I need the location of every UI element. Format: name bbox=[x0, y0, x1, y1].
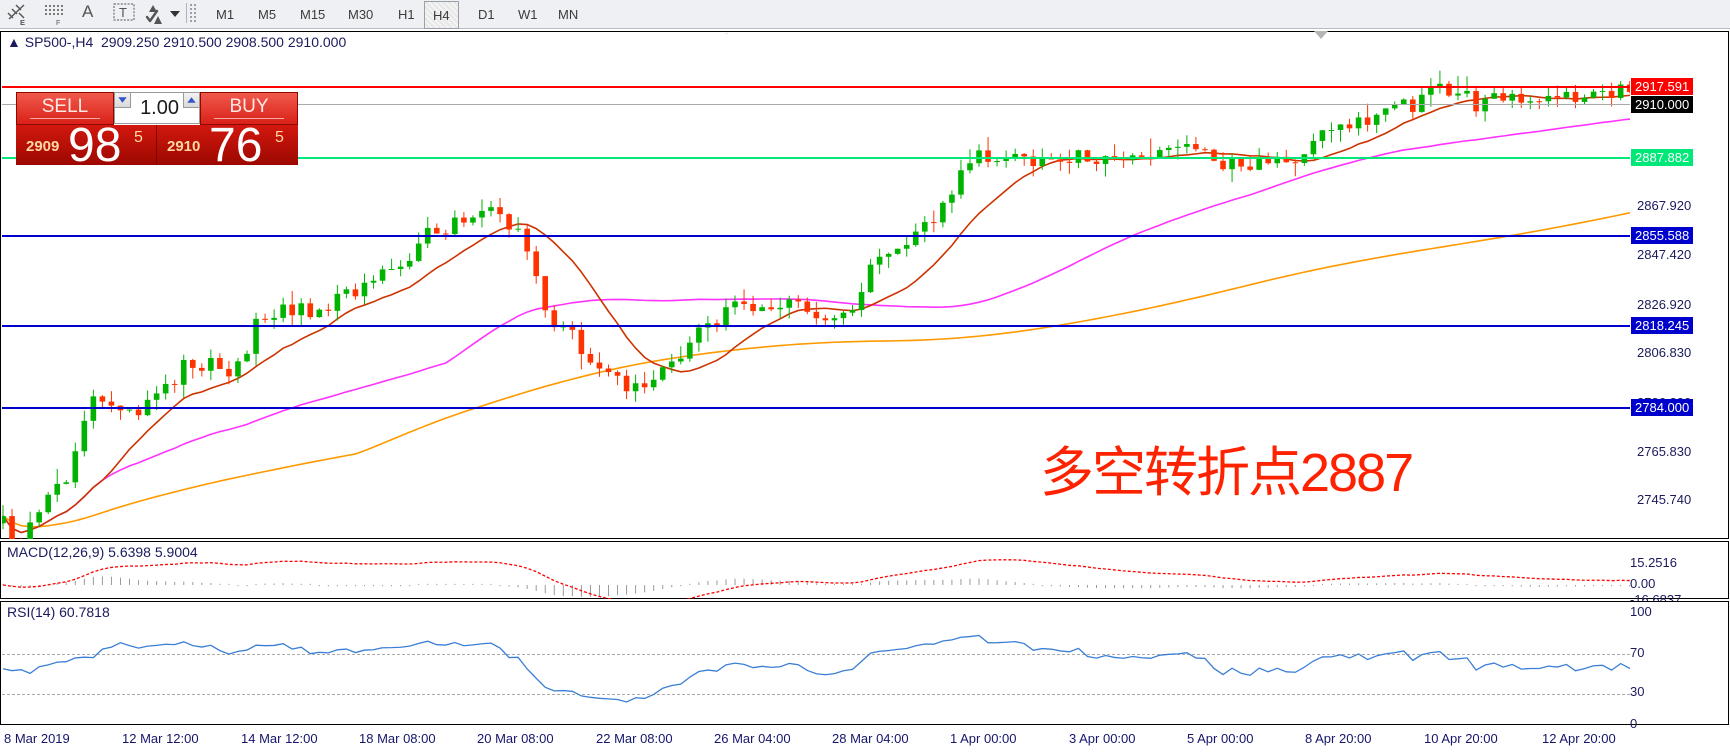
svg-text:F: F bbox=[56, 20, 60, 26]
svg-text:T: T bbox=[119, 5, 127, 20]
svg-text:E: E bbox=[20, 18, 25, 26]
